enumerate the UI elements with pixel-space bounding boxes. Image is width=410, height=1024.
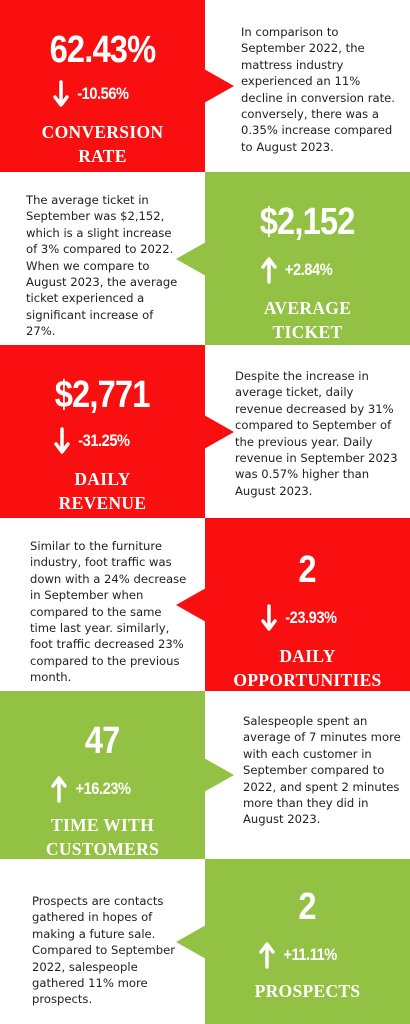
metric-label-line2: RATE [78, 146, 127, 166]
description-text: The average ticket in September was $2,1… [26, 193, 178, 339]
metric-value: 2 [298, 549, 317, 591]
change-percent: +2.84% [284, 260, 333, 279]
metric-label-line2: OPPORTUNITIES [233, 670, 382, 690]
arrow-down-icon [260, 604, 277, 632]
description-text: Despite the increase in average ticket, … [235, 369, 398, 498]
change-percent: -10.56% [76, 84, 129, 103]
metric-label-line2: TICKET [272, 322, 343, 342]
metric-label: CONVERSION RATE [42, 120, 164, 168]
arrow-up-icon [261, 256, 277, 284]
metric-value: 62.43% [49, 29, 157, 71]
arrow-up-icon [51, 775, 68, 803]
section-time-with-customers: 47 +16.23% TIME WITH CUSTOMERS Salespeop… [0, 691, 410, 859]
metric-label-line1: PROSPECTS [254, 981, 361, 1001]
description-panel: The average ticket in September was $2,1… [0, 172, 205, 345]
description-panel: Prospects are contacts gathered in hopes… [0, 859, 205, 1024]
description-panel: Salespeople spent an average of 7 minute… [205, 691, 410, 859]
description-panel: In comparison to September 2022, the mat… [205, 0, 410, 172]
metric-panel: 2 +11.11% PROSPECTS [205, 859, 410, 1024]
description-text: In comparison to September 2022, the mat… [241, 25, 395, 154]
metric-label: TIME WITH CUSTOMERS [46, 813, 159, 861]
metric-change: +11.11% [259, 941, 341, 969]
section-prospects: Prospects are contacts gathered in hopes… [0, 859, 410, 1024]
metric-value: $2,771 [55, 374, 151, 416]
arrow-up-icon [259, 941, 276, 969]
description-text: Salespeople spent an average of 7 minute… [243, 714, 401, 827]
metric-change: -10.56% [52, 80, 133, 108]
metric-label-line1: DAILY [74, 469, 131, 489]
metric-value: $2,152 [260, 201, 356, 243]
description-panel: Despite the increase in average ticket, … [205, 345, 410, 518]
change-percent: -31.25% [77, 431, 130, 450]
metric-label: AVERAGE TICKET [264, 296, 351, 344]
metric-panel: $2,771 -31.25% DAILY REVENUE [0, 345, 205, 518]
metric-label-line1: TIME WITH [50, 815, 155, 835]
metric-panel: 2 -23.93% DAILY OPPORTUNITIES [205, 518, 410, 691]
metric-label-line1: CONVERSION [41, 122, 164, 142]
arrow-down-icon [53, 427, 70, 455]
metric-change: -31.25% [53, 427, 134, 455]
metric-change: -23.93% [260, 604, 341, 632]
metric-panel: $2,152 +2.84% AVERAGE TICKET [205, 172, 410, 345]
metric-change: +16.23% [51, 775, 135, 803]
arrow-down-icon [52, 80, 69, 108]
metric-label: PROSPECTS [255, 979, 361, 1003]
section-daily-revenue: $2,771 -31.25% DAILY REVENUE Despite the… [0, 345, 410, 518]
description-text: Prospects are contacts gathered in hopes… [32, 894, 176, 1007]
description-panel: Similar to the furniture industry, foot … [0, 518, 205, 691]
metric-label-line1: DAILY [279, 646, 336, 666]
section-average-ticket: The average ticket in September was $2,1… [0, 172, 410, 345]
change-percent: +16.23% [75, 779, 132, 798]
metric-label-line2: REVENUE [58, 493, 147, 513]
metric-change: +2.84% [261, 256, 336, 284]
metric-panel: 47 +16.23% TIME WITH CUSTOMERS [0, 691, 205, 859]
section-conversion-rate: 62.43% -10.56% CONVERSION RATE In compar… [0, 0, 410, 172]
metric-label-line2: CUSTOMERS [45, 839, 160, 859]
change-percent: +11.11% [283, 945, 338, 964]
metric-label-line1: AVERAGE [263, 298, 352, 318]
section-daily-opportunities: Similar to the furniture industry, foot … [0, 518, 410, 691]
metric-label: DAILY OPPORTUNITIES [233, 644, 381, 692]
change-percent: -23.93% [284, 608, 337, 627]
metric-value: 47 [85, 720, 121, 762]
metric-panel: 62.43% -10.56% CONVERSION RATE [0, 0, 205, 172]
metric-value: 2 [298, 886, 317, 928]
description-text: Similar to the furniture industry, foot … [30, 539, 187, 685]
metric-label: DAILY REVENUE [59, 467, 147, 515]
